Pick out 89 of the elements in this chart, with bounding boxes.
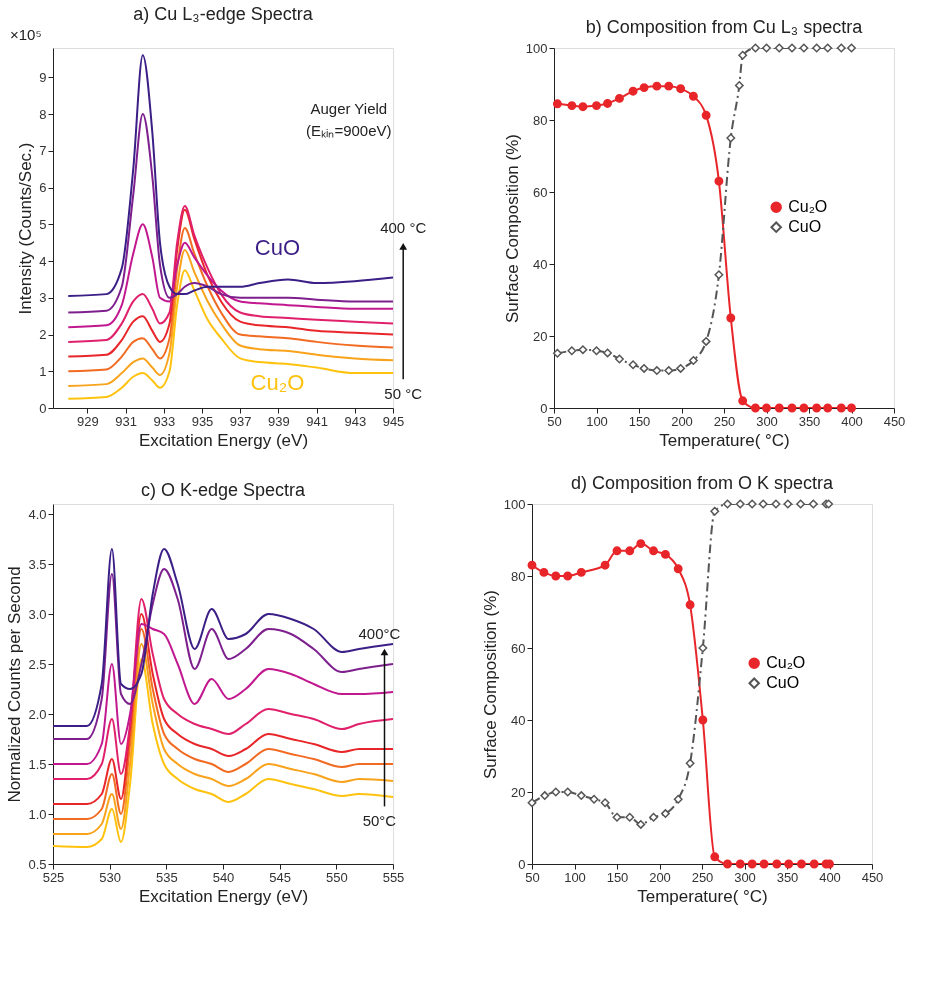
y-tick-label: 2.5: [28, 656, 47, 672]
y-tick-label: 1.0: [28, 806, 47, 822]
legend-label: CuO: [766, 674, 800, 692]
chart-title: d) Composition from O K spectra: [570, 473, 835, 494]
annotation: 50°C: [362, 811, 397, 829]
y-tick-label: 60: [511, 640, 526, 656]
x-tick-label: 945: [382, 413, 405, 429]
x-tick-label: 50: [525, 869, 540, 885]
x-tick-label: 200: [671, 413, 693, 429]
y-tick-label: 20: [511, 784, 526, 800]
y-tick-label: 4.0: [28, 506, 47, 522]
x-tick-label: 550: [325, 869, 348, 885]
y-tick-label: 3.5: [28, 556, 47, 572]
chart-title: a) Cu L₃-edge Spectra: [133, 4, 314, 25]
y-tick-label: 80: [533, 112, 548, 128]
x-tick-label: 937: [229, 413, 252, 429]
x-axis-title: Temperature( °C): [637, 886, 768, 906]
y-tick-label: 7: [39, 143, 47, 159]
x-tick-label: 535: [155, 869, 178, 885]
y-axis-title: Surface Composition (%): [502, 134, 522, 323]
y-tick-label: 6: [39, 180, 47, 196]
annotation: Cu₂O: [250, 369, 305, 395]
x-tick-label: 555: [382, 869, 405, 885]
legend-label: Cu₂O: [766, 654, 806, 672]
y-tick-label: 2.0: [28, 706, 47, 722]
y-tick-label: 3.0: [28, 606, 47, 622]
x-tick-label: 200: [649, 869, 671, 885]
x-tick-label: 400: [841, 413, 863, 429]
y-tick-label: 4: [39, 253, 47, 269]
text: ×10⁵: [9, 26, 42, 44]
y-tick-label: 1.5: [28, 756, 47, 772]
y-tick-label: 40: [533, 256, 548, 272]
y-tick-label: 20: [533, 328, 548, 344]
y-tick-label: 0.5: [28, 856, 47, 872]
y-tick-label: 1: [39, 363, 47, 379]
x-axis-title: Excitation Energy (eV): [138, 430, 309, 450]
x-tick-label: 450: [883, 413, 906, 429]
x-tick-label: 943: [344, 413, 367, 429]
x-tick-label: 530: [99, 869, 122, 885]
x-tick-label: 100: [564, 869, 586, 885]
legend-label: Cu₂O: [788, 198, 828, 216]
x-axis-title: Temperature( °C): [659, 430, 790, 450]
y-tick-label: 0: [39, 400, 47, 416]
x-tick-label: 929: [77, 413, 99, 429]
annotation: 400 °C: [380, 219, 427, 236]
x-tick-label: 939: [268, 413, 290, 429]
annotation: CuO: [254, 234, 301, 260]
x-tick-label: 525: [42, 869, 65, 885]
x-tick-label: 300: [734, 869, 756, 885]
x-tick-label: 150: [628, 413, 651, 429]
x-tick-label: 931: [115, 413, 137, 429]
y-tick-label: 3: [39, 290, 47, 306]
y-tick-label: 9: [39, 69, 47, 85]
x-axis-title: Excitation Energy (eV): [138, 886, 309, 906]
legend-label: CuO: [788, 218, 822, 236]
x-tick-label: 545: [269, 869, 292, 885]
x-tick-label: 250: [713, 413, 736, 429]
chart-title: b) Composition from Cu L₃ spectra: [585, 17, 864, 38]
y-tick-label: 80: [511, 568, 526, 584]
x-tick-label: 933: [153, 413, 176, 429]
annotation: (Eₖᵢₙ=900eV): [306, 121, 392, 139]
y-axis-title: Surface Composition (%): [480, 590, 500, 779]
y-tick-label: 5: [39, 216, 47, 232]
y-axis-title: Intensity (Counts/Sec.): [16, 142, 36, 315]
y-tick-label: 0: [540, 400, 548, 416]
y-tick-label: 100: [525, 40, 548, 56]
y-tick-label: 0: [518, 856, 526, 872]
x-tick-label: 100: [586, 413, 608, 429]
y-tick-label: 2: [39, 327, 47, 343]
annotation: Auger Yield: [310, 100, 388, 118]
x-tick-label: 350: [798, 413, 821, 429]
x-tick-label: 250: [691, 869, 714, 885]
y-tick-label: 8: [39, 106, 47, 122]
y-axis-title: Normalized Counts per Second: [5, 566, 25, 803]
x-tick-label: 350: [776, 869, 799, 885]
annotation: 50 °C: [384, 384, 423, 402]
y-tick-label: 40: [511, 712, 526, 728]
annotation: 400°C: [358, 624, 401, 642]
x-tick-label: 400: [819, 869, 841, 885]
x-tick-label: 150: [606, 869, 629, 885]
y-tick-label: 60: [533, 184, 548, 200]
x-tick-label: 450: [861, 869, 884, 885]
chart-title: c) O K-edge Spectra: [140, 480, 307, 500]
x-tick-label: 50: [547, 413, 562, 429]
x-tick-label: 540: [212, 869, 235, 885]
x-tick-label: 300: [756, 413, 778, 429]
y-tick-label: 100: [503, 496, 526, 512]
x-tick-label: 941: [306, 413, 328, 429]
x-tick-label: 935: [191, 413, 214, 429]
